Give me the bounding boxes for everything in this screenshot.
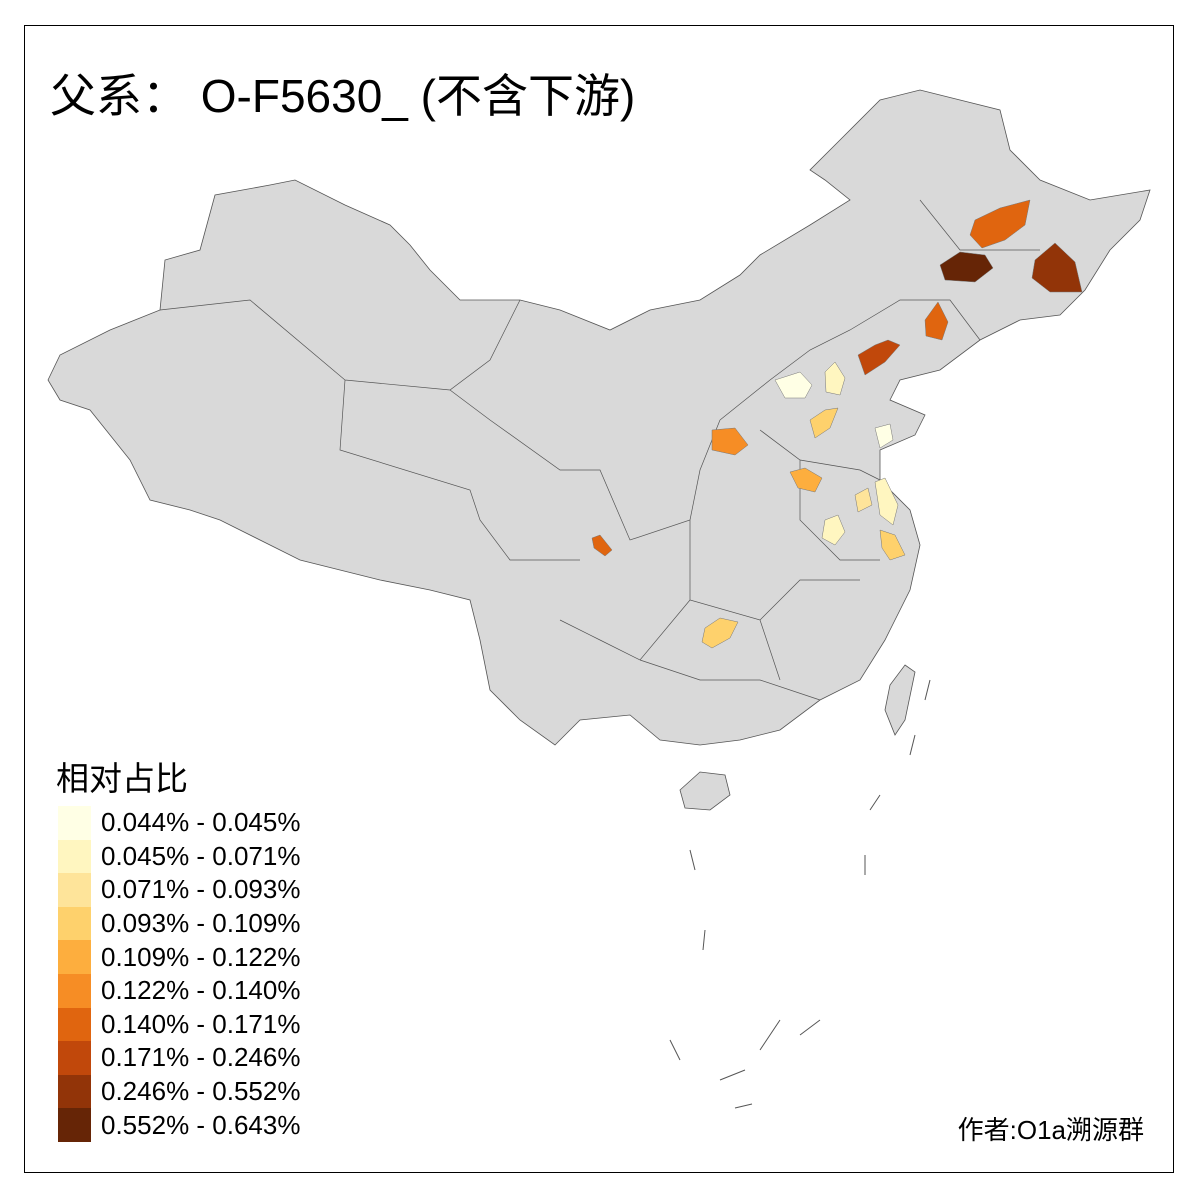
south-china-sea-islands xyxy=(669,679,931,1109)
region xyxy=(924,301,949,341)
legend-item: 0.109% - 0.122% xyxy=(58,940,300,974)
region xyxy=(821,514,846,546)
region xyxy=(857,339,901,376)
region xyxy=(969,199,1031,249)
legend-swatch xyxy=(58,906,91,941)
legend-label: 0.045% - 0.071% xyxy=(101,840,301,871)
region xyxy=(591,534,613,557)
region xyxy=(879,529,906,561)
legend-label: 0.171% - 0.246% xyxy=(101,1042,301,1073)
region xyxy=(874,477,899,526)
legend-label: 0.122% - 0.140% xyxy=(101,975,301,1006)
region xyxy=(854,487,873,513)
map-title: 父系： O-F5630_ (不含下游) xyxy=(50,70,636,122)
legend-swatch xyxy=(58,839,91,874)
legend-label: 0.140% - 0.171% xyxy=(101,1008,301,1039)
region xyxy=(809,407,839,439)
mainland-china xyxy=(47,89,1151,746)
legend-item: 0.044% - 0.045% xyxy=(58,806,300,840)
legend-swatch xyxy=(58,1007,91,1042)
legend-label: 0.109% - 0.122% xyxy=(101,941,301,972)
legend-title: 相对占比 xyxy=(56,759,188,798)
plot-frame xyxy=(24,25,1174,1173)
region xyxy=(774,371,813,399)
legend-item: 0.122% - 0.140% xyxy=(58,973,301,1008)
region xyxy=(1031,242,1083,293)
legend-label: 0.044% - 0.045% xyxy=(101,807,301,838)
highlighted-regions xyxy=(591,199,1083,649)
region xyxy=(711,427,749,456)
legend-item: 0.071% - 0.093% xyxy=(58,873,300,907)
legend-label: 0.071% - 0.093% xyxy=(101,874,301,905)
legend-swatch xyxy=(58,973,91,1008)
legend-item: 0.246% - 0.552% xyxy=(58,1074,301,1109)
legend-item: 0.171% - 0.246% xyxy=(58,1041,300,1075)
region xyxy=(939,251,994,283)
legend-label: 0.552% - 0.643% xyxy=(101,1109,301,1140)
region xyxy=(874,423,894,449)
legend-item: 0.140% - 0.171% xyxy=(58,1007,301,1042)
legend-label: 0.093% - 0.109% xyxy=(101,908,301,939)
legend-swatch xyxy=(58,806,91,840)
legend-item: 0.552% - 0.643% xyxy=(58,1108,300,1142)
region xyxy=(701,617,739,649)
legend-item: 0.045% - 0.071% xyxy=(58,839,301,874)
legend-label: 0.246% - 0.552% xyxy=(101,1076,301,1107)
region xyxy=(789,467,823,493)
legend-swatch xyxy=(58,1041,91,1075)
legend-swatch xyxy=(58,940,91,974)
author-credit: 作者:O1a溯源群 xyxy=(957,1115,1144,1145)
province-borders xyxy=(159,199,1040,701)
hainan-island xyxy=(679,771,731,811)
legend-swatch xyxy=(58,873,91,907)
legend-swatch xyxy=(58,1074,91,1109)
legend-item: 0.093% - 0.109% xyxy=(58,906,301,941)
legend: 0.044% - 0.045% 0.045% - 0.071% 0.071% - 0… xyxy=(58,806,300,1142)
taiwan-island xyxy=(884,664,916,736)
legend-swatch xyxy=(58,1108,91,1142)
region xyxy=(824,361,846,396)
